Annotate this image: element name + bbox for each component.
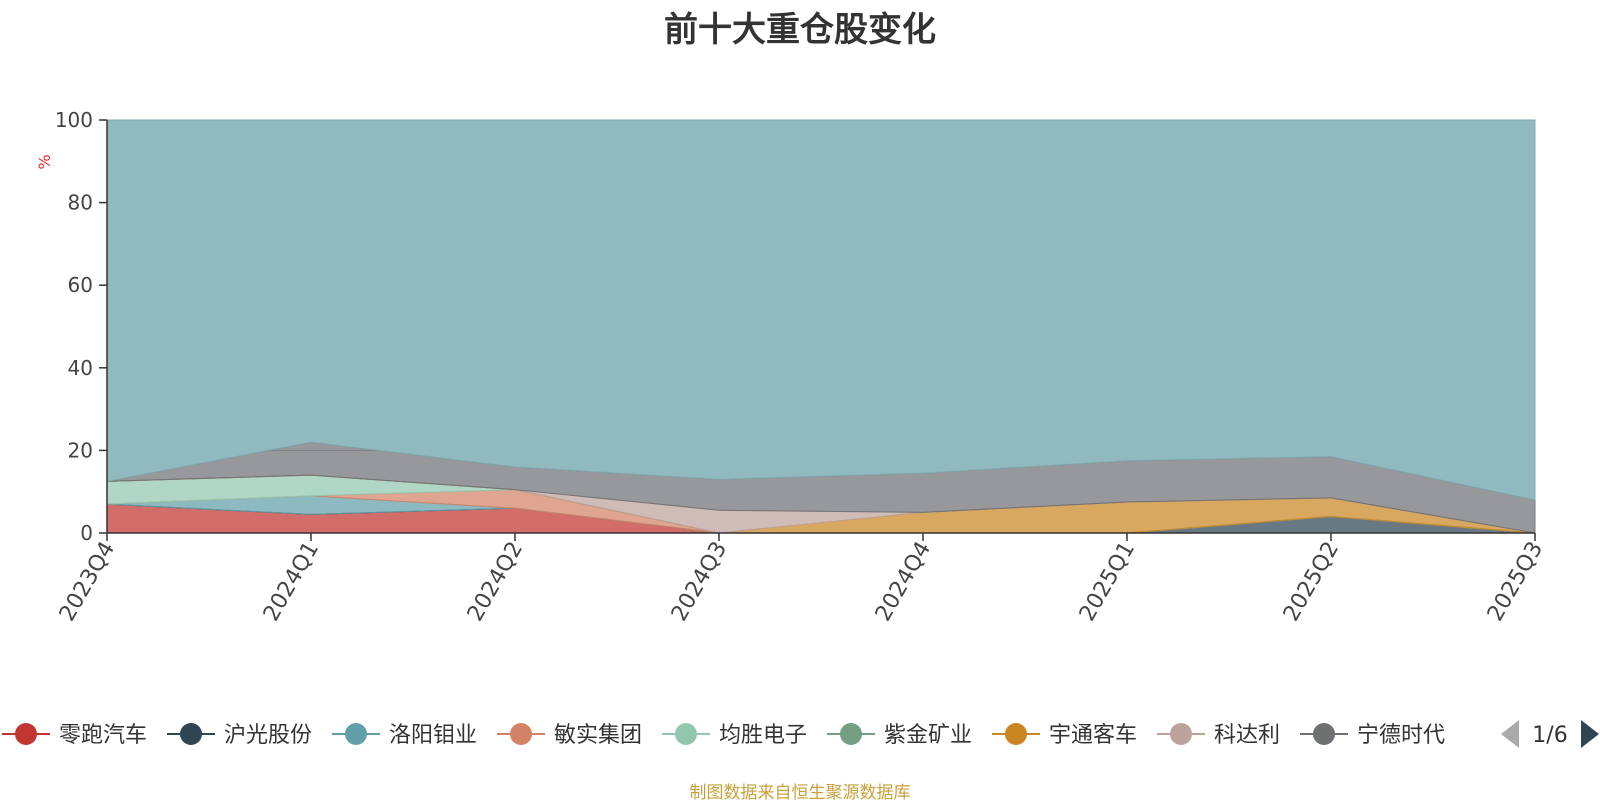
chart-title: 前十大重仓股变化 (664, 10, 936, 50)
y-tick-label: 100 (55, 108, 93, 132)
y-tick-label: 80 (68, 191, 93, 215)
legend-marker-icon (510, 723, 532, 745)
legend-label: 科达利 (1214, 723, 1280, 748)
legend-item[interactable]: 零跑汽车 (2, 723, 147, 748)
x-tick-label: 2024Q2 (463, 538, 528, 626)
legend-item[interactable]: 洛阳钼业 (332, 723, 477, 748)
x-tick-label: 2024Q3 (667, 538, 732, 626)
x-tick-label: 2024Q4 (871, 538, 936, 626)
x-tick-label: 2025Q1 (1075, 538, 1140, 626)
legend[interactable]: 零跑汽车 沪光股份 洛阳钼业 敏实集团 均胜电子 紫金矿业 宇通客车 科达利 宁德时代 1/6 (2, 720, 1599, 748)
legend-marker-icon (840, 723, 862, 745)
x-tick-label: 2025Q3 (1483, 538, 1548, 626)
legend-page-indicator: 1/6 (1532, 723, 1567, 748)
legend-items: 零跑汽车 沪光股份 洛阳钼业 敏实集团 均胜电子 紫金矿业 宇通客车 科达利 宁德时代 (2, 723, 1445, 748)
legend-label: 宁德时代 (1357, 723, 1445, 748)
legend-item[interactable]: 敏实集团 (497, 723, 642, 748)
area-remainder (106, 119, 1536, 501)
legend-item[interactable]: 科达利 (1157, 723, 1280, 748)
triangle-right-icon[interactable] (1581, 720, 1599, 748)
legend-label: 敏实集团 (554, 723, 642, 748)
legend-marker-icon (1005, 723, 1027, 745)
y-tick-label: 0 (80, 521, 93, 545)
y-tick-label: 60 (68, 273, 93, 297)
legend-label: 宇通客车 (1049, 723, 1137, 748)
legend-marker-icon (1313, 723, 1335, 745)
legend-label: 均胜电子 (719, 723, 807, 748)
legend-item[interactable]: 紫金矿业 (827, 723, 972, 748)
legend-marker-icon (675, 723, 697, 745)
x-tick-label: 2023Q4 (55, 538, 120, 626)
legend-item[interactable]: 宇通客车 (992, 723, 1137, 748)
y-tick-label: 40 (68, 356, 93, 380)
legend-marker-icon (1170, 723, 1192, 745)
legend-label: 零跑汽车 (59, 723, 147, 748)
y-axis-unit: % (35, 154, 54, 169)
legend-marker-icon (15, 723, 37, 745)
y-tick-label: 20 (68, 438, 93, 462)
legend-item[interactable]: 沪光股份 (167, 723, 312, 748)
legend-item[interactable]: 宁德时代 (1300, 723, 1445, 748)
axes (99, 119, 1536, 541)
x-tick-label: 2024Q1 (259, 538, 324, 626)
legend-marker-icon (180, 723, 202, 745)
legend-marker-icon (345, 723, 367, 745)
legend-label: 紫金矿业 (884, 723, 972, 748)
source-note: 制图数据来自恒生聚源数据库 (689, 783, 911, 803)
area-layers (106, 119, 1536, 534)
legend-label: 沪光股份 (224, 723, 312, 748)
triangle-left-icon[interactable] (1501, 720, 1519, 748)
legend-item[interactable]: 均胜电子 (662, 723, 807, 748)
x-tick-label: 2025Q2 (1279, 538, 1344, 626)
legend-label: 洛阳钼业 (389, 723, 477, 748)
